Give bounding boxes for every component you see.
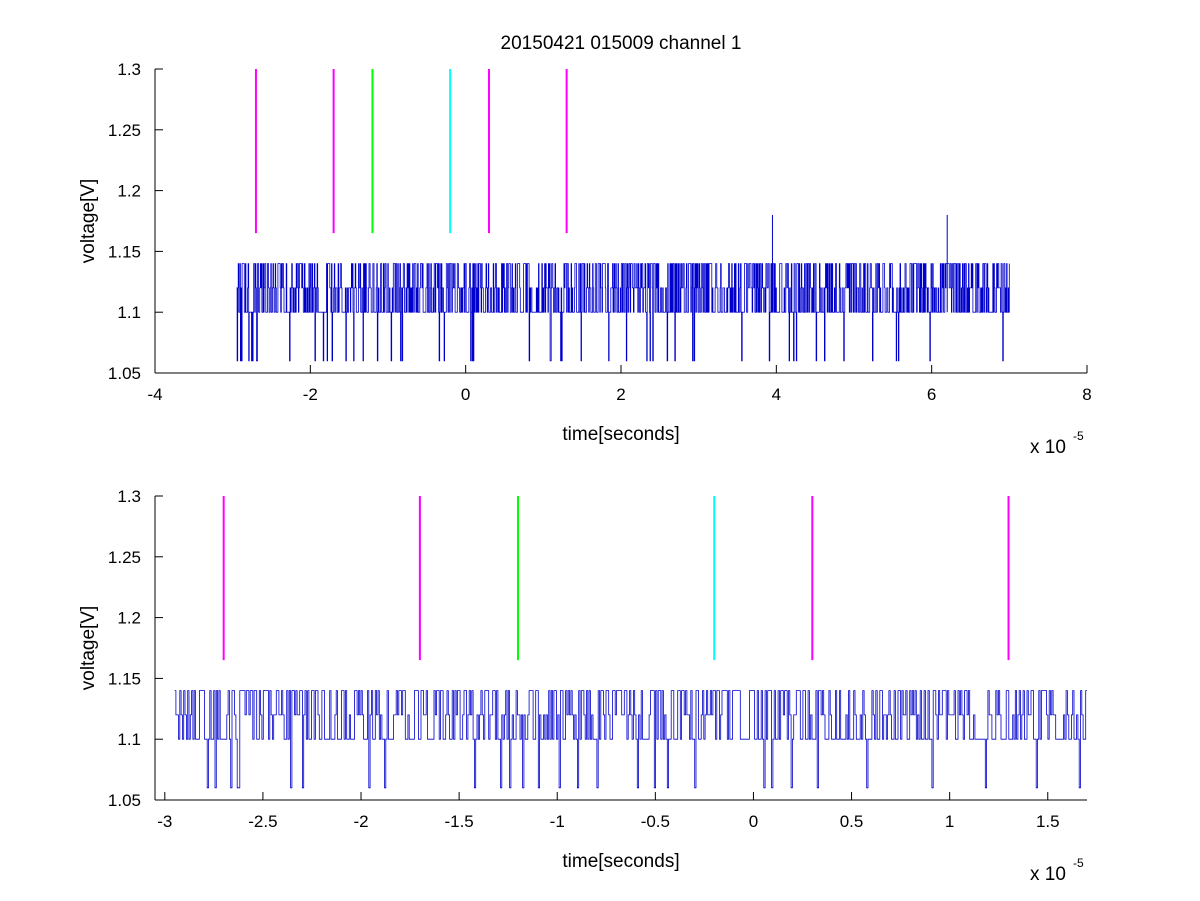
y-tick-label: 1.1 [117,303,141,322]
x-tick-label: 6 [927,385,936,404]
plot-2: -3 -2.5 -2 -1.5 -1 -0.5 0 0.5 1 1.5 1.05 1.1 1.15 1.2… [78,487,1087,885]
y-tick-label: 1.05 [108,364,141,383]
y-axis-label: voltage[V] [78,606,99,691]
y-tick-label: 1.2 [117,182,141,201]
y-tick-label: 1.15 [108,242,141,261]
y-tick-label: 1.2 [117,609,141,628]
x-tick-label: -2 [353,812,368,831]
x-tick-label: -1.5 [444,812,473,831]
voltage-trace [236,263,1010,362]
x-tick-label: -4 [147,385,162,404]
plot-1: -4 -2 0 2 4 6 8 1.05 1.1 1.15 1.2 1.25 1.3 time[secon… [78,33,1092,458]
x-tick-label: -1 [550,812,565,831]
x-scale-label: x 10 [1030,437,1066,458]
voltage-trace [174,690,1087,789]
y-tick-label: 1.25 [108,121,141,140]
y-tick-label: 1.1 [117,730,141,749]
x-tick-label: 1.5 [1036,812,1060,831]
x-tick-label: 2 [616,385,625,404]
x-tick-label: -0.5 [641,812,670,831]
x-tick-label: -2 [303,385,318,404]
x-axis-label: time[seconds] [562,851,679,872]
x-tick-label: 0 [749,812,758,831]
x-tick-label: -3 [157,812,172,831]
chart-title: 20150421 015009 channel 1 [501,33,742,54]
x-tick-label: 8 [1082,385,1091,404]
y-axis-label: voltage[V] [78,179,99,264]
x-tick-label: 0.5 [840,812,864,831]
x-tick-label: -2.5 [248,812,277,831]
y-tick-label: 1.15 [108,669,141,688]
y-tick-label: 1.05 [108,791,141,810]
x-scale-label: x 10 [1030,864,1066,885]
y-tick-label: 1.25 [108,548,141,567]
x-scale-exponent: -5 [1073,429,1084,443]
x-tick-label: 0 [461,385,470,404]
x-scale-exponent: -5 [1073,856,1084,870]
y-tick-label: 1.3 [117,60,141,79]
x-tick-label: 1 [945,812,954,831]
y-tick-label: 1.3 [117,487,141,506]
x-axis-label: time[seconds] [562,424,679,445]
x-tick-label: 4 [772,385,781,404]
